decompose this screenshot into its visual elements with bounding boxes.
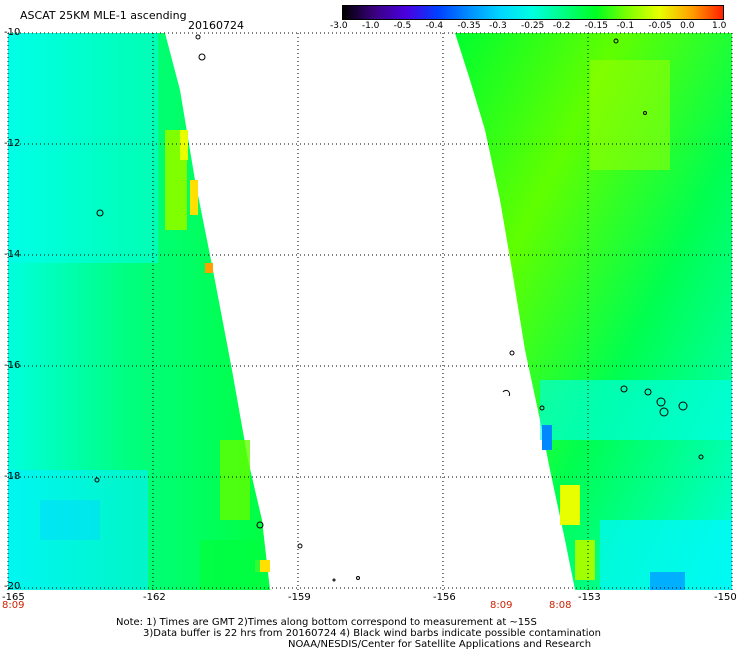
colorbar-tick-label: -0.25 <box>521 21 545 31</box>
grid-lines <box>7 32 733 590</box>
lon-label: -156 <box>433 592 456 603</box>
colorbar-tick-label: 0.0 <box>680 21 695 31</box>
lon-label: -165 <box>2 592 25 603</box>
colorbar-tick-label: -0.5 <box>393 21 412 31</box>
note-line-2: 3)Data buffer is 22 hrs from 20160724 4)… <box>143 628 601 639</box>
colorbar-tick-label: -0.35 <box>457 21 481 31</box>
map-date: 20160724 <box>188 19 244 32</box>
time-label: 8:09 <box>2 600 25 611</box>
note-line-3: NOAA/NESDIS/Center for Satellite Applica… <box>288 639 592 650</box>
colorbar-tick-label: 1.0 <box>712 21 727 31</box>
colorbar <box>342 5 724 20</box>
lon-label: -150 <box>714 592 737 603</box>
right-swath <box>455 33 732 590</box>
lat-label: -10 <box>4 27 21 38</box>
lat-label: -16 <box>4 360 21 371</box>
colorbar-tick-label: -0.15 <box>584 21 608 31</box>
note-line-1: Note: 1) Times are GMT 2)Times along bot… <box>116 617 537 628</box>
island-outlines <box>94 34 704 582</box>
colorbar-tick-label: -1.0 <box>361 21 380 31</box>
colorbar-tick-label: -0.3 <box>489 21 507 31</box>
colorbar-tick-label: -3.0 <box>330 21 348 31</box>
colorbar-tick-label: -0.2 <box>552 21 571 31</box>
map-title: ASCAT 25KM MLE-1 ascending <box>20 9 187 22</box>
lat-label: -20 <box>4 581 21 592</box>
lon-label: -153 <box>578 592 601 603</box>
lat-label: -12 <box>4 138 21 149</box>
time-label: 8:08 <box>549 600 572 611</box>
lat-label: -18 <box>4 471 21 482</box>
lat-label: -14 <box>4 249 21 260</box>
colorbar-tick-label: -0.4 <box>425 21 444 31</box>
lon-label: -159 <box>288 592 311 603</box>
left-swath <box>8 33 270 590</box>
colorbar-tick-label: -0.1 <box>616 21 635 31</box>
time-label: 8:09 <box>490 600 513 611</box>
lon-label: -162 <box>143 592 166 603</box>
colorbar-tick-label: -0.05 <box>648 21 672 31</box>
